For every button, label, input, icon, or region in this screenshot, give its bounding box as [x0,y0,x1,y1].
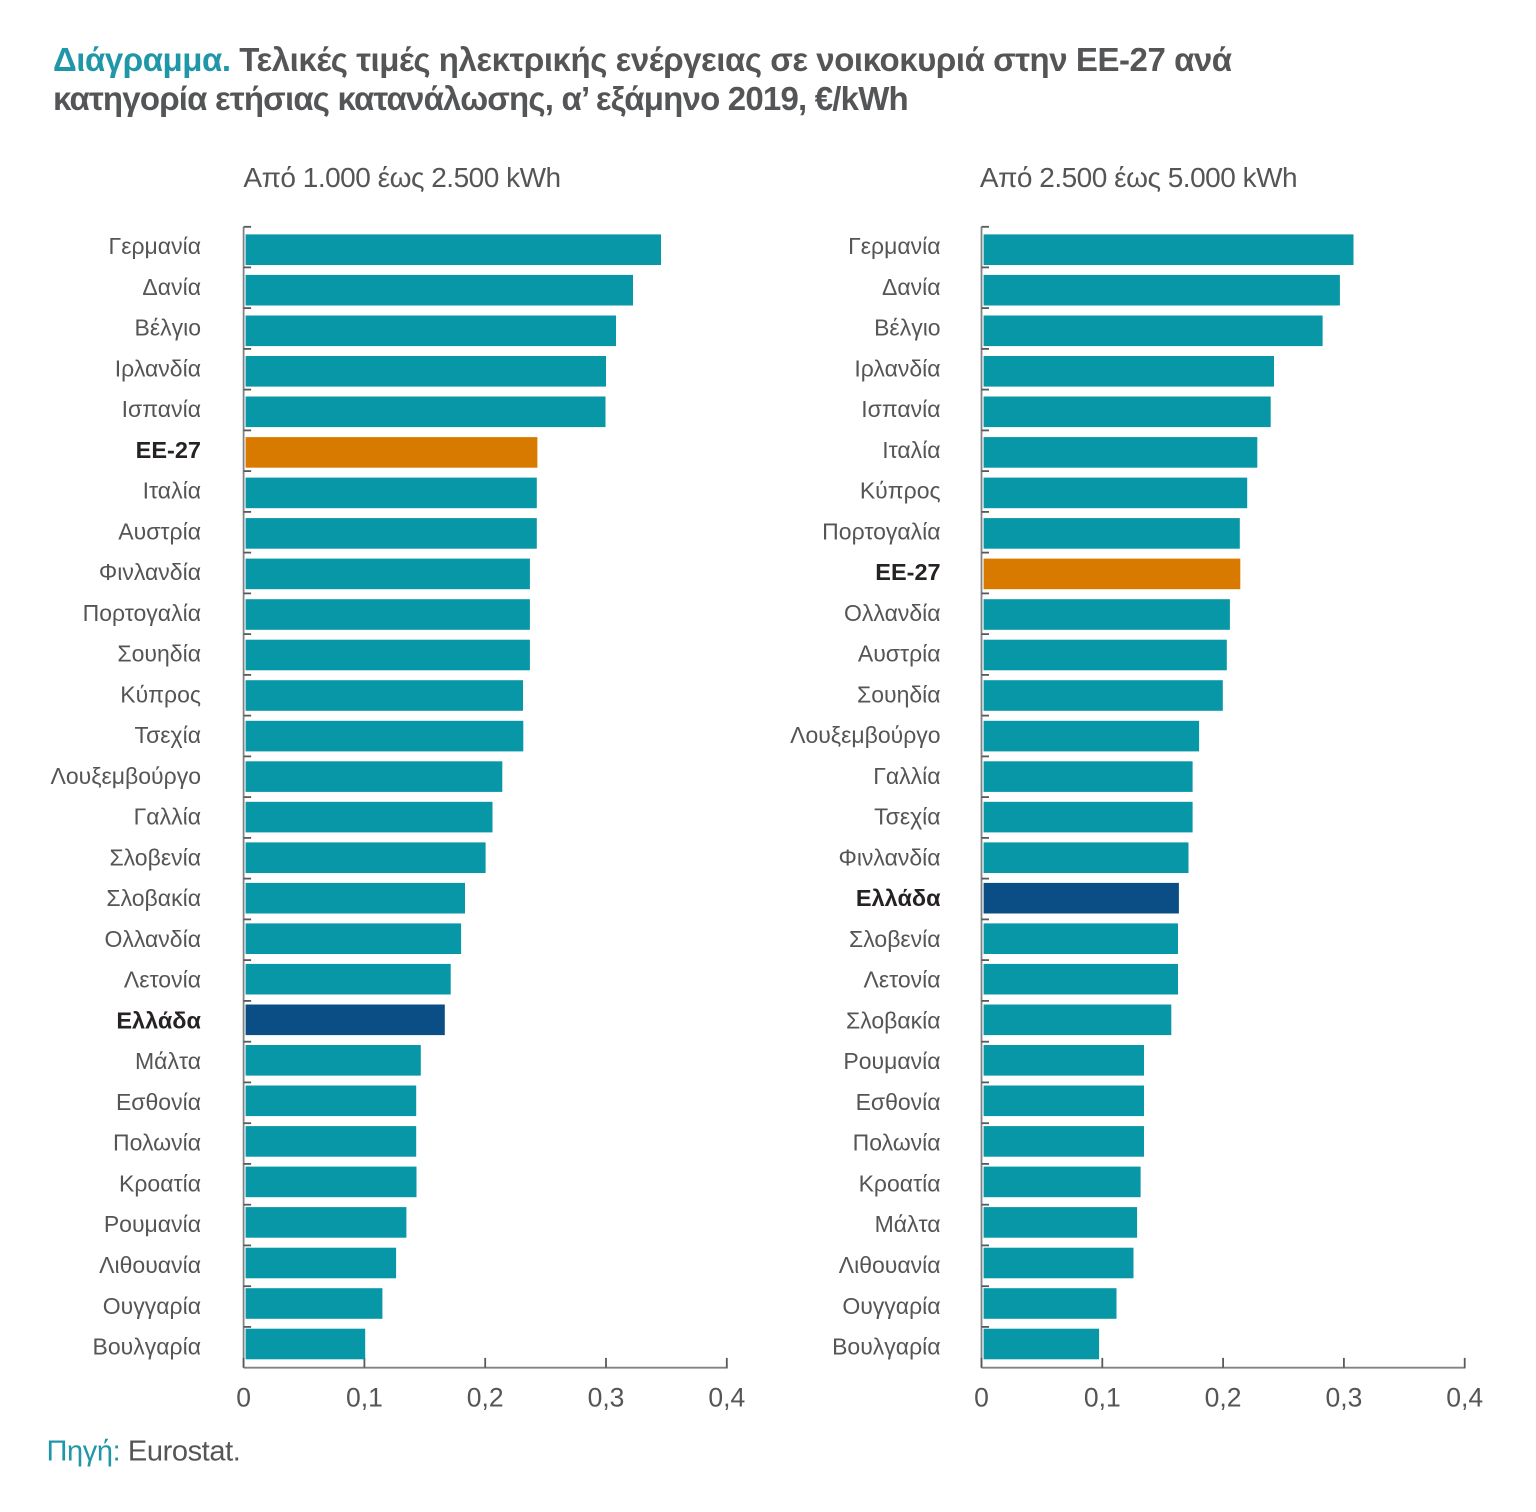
svg-text:Σλοβακία: Σλοβακία [846,1007,941,1033]
svg-text:0,1: 0,1 [1084,1383,1121,1413]
svg-text:Ιρλανδία: Ιρλανδία [115,355,201,381]
svg-text:Ρουμανία: Ρουμανία [843,1048,940,1074]
svg-text:Φινλανδία: Φινλανδία [838,844,940,870]
svg-text:Ουγγαρία: Ουγγαρία [103,1293,201,1319]
svg-text:Πολωνία: Πολωνία [853,1130,941,1156]
svg-text:0: 0 [974,1383,989,1413]
svg-text:Κύπρος: Κύπρος [860,478,941,504]
svg-text:Γαλλία: Γαλλία [134,804,201,830]
svg-text:Βέλγιο: Βέλγιο [874,315,941,341]
svg-text:Αυστρία: Αυστρία [858,641,941,667]
svg-text:0,2: 0,2 [1205,1383,1242,1413]
svg-text:Γερμανία: Γερμανία [109,233,201,259]
svg-text:Σουηδία: Σουηδία [857,681,941,707]
svg-text:Τσεχία: Τσεχία [135,722,201,748]
svg-text:Δανία: Δανία [882,274,941,300]
svg-text:Ολλανδία: Ολλανδία [104,926,201,952]
svg-text:Σλοβενία: Σλοβενία [109,844,201,870]
svg-text:0,4: 0,4 [708,1383,745,1413]
svg-text:Ολλανδία: Ολλανδία [844,600,941,626]
svg-text:ΕΕ-27: ΕΕ-27 [136,437,201,463]
svg-text:Κροατία: Κροατία [119,1171,201,1197]
svg-text:Ρουμανία: Ρουμανία [104,1211,201,1237]
svg-text:Ιταλία: Ιταλία [882,437,940,463]
svg-text:0,2: 0,2 [467,1383,504,1413]
svg-text:ΕΕ-27: ΕΕ-27 [875,559,940,585]
svg-text:0,3: 0,3 [588,1383,625,1413]
svg-text:0,3: 0,3 [1325,1383,1362,1413]
svg-text:Μάλτα: Μάλτα [875,1211,941,1237]
svg-text:Ελλάδα: Ελλάδα [116,1007,201,1033]
svg-text:Κύπρος: Κύπρος [120,681,201,707]
svg-text:Από 1.000 έως 2.500 kWh: Από 1.000 έως 2.500 kWh [243,162,560,193]
svg-text:Ελλάδα: Ελλάδα [856,885,941,911]
svg-text:κατηγορία ετήσιας κατανάλωσης,: κατηγορία ετήσιας κατανάλωσης, α’ εξάμην… [53,80,908,117]
svg-text:Λιθουανία: Λιθουανία [99,1252,201,1278]
svg-text:Σλοβακία: Σλοβακία [106,885,201,911]
svg-text:Λουξεμβούργο: Λουξεμβούργο [790,722,941,748]
svg-text:Πολωνία: Πολωνία [113,1130,201,1156]
svg-text:0,1: 0,1 [346,1383,383,1413]
svg-text:Εσθονία: Εσθονία [856,1089,941,1115]
svg-text:Ουγγαρία: Ουγγαρία [842,1293,940,1319]
svg-text:Από 2.500 έως 5.000 kWh: Από 2.500 έως 5.000 kWh [980,162,1297,193]
svg-text:Ισπανία: Ισπανία [861,396,940,422]
svg-text:Ιρλανδία: Ιρλανδία [854,355,940,381]
svg-text:Βέλγιο: Βέλγιο [135,315,202,341]
svg-text:Ιταλία: Ιταλία [143,478,201,504]
svg-text:Διάγραμμα. Τελικές τιμές ηλεκτ: Διάγραμμα. Τελικές τιμές ηλεκτρικής ενέρ… [53,41,1232,78]
svg-text:Σουηδία: Σουηδία [117,641,201,667]
svg-text:Πορτογαλία: Πορτογαλία [83,600,201,626]
svg-text:Μάλτα: Μάλτα [135,1048,201,1074]
svg-text:Σλοβενία: Σλοβενία [849,926,941,952]
svg-text:Τσεχία: Τσεχία [874,804,940,830]
svg-text:Αυστρία: Αυστρία [118,518,201,544]
svg-text:Λετονία: Λετονία [124,967,201,993]
svg-text:Φινλανδία: Φινλανδία [99,559,201,585]
svg-text:Βουλγαρία: Βουλγαρία [93,1334,202,1360]
svg-text:Λουξεμβούργο: Λουξεμβούργο [50,763,201,789]
svg-text:Πορτογαλία: Πορτογαλία [822,518,940,544]
svg-text:Γαλλία: Γαλλία [873,763,940,789]
svg-text:Εσθονία: Εσθονία [116,1089,201,1115]
svg-text:Ισπανία: Ισπανία [122,396,201,422]
svg-text:Βουλγαρία: Βουλγαρία [832,1334,941,1360]
svg-text:0: 0 [236,1383,251,1413]
svg-text:Κροατία: Κροατία [859,1171,941,1197]
svg-text:Λιθουανία: Λιθουανία [839,1252,941,1278]
svg-text:Λετονία: Λετονία [864,967,941,993]
svg-text:0,4: 0,4 [1446,1383,1483,1413]
svg-text:Πηγή: Eurostat.: Πηγή: Eurostat. [47,1435,241,1467]
svg-text:Γερμανία: Γερμανία [848,233,940,259]
svg-text:Δανία: Δανία [142,274,201,300]
